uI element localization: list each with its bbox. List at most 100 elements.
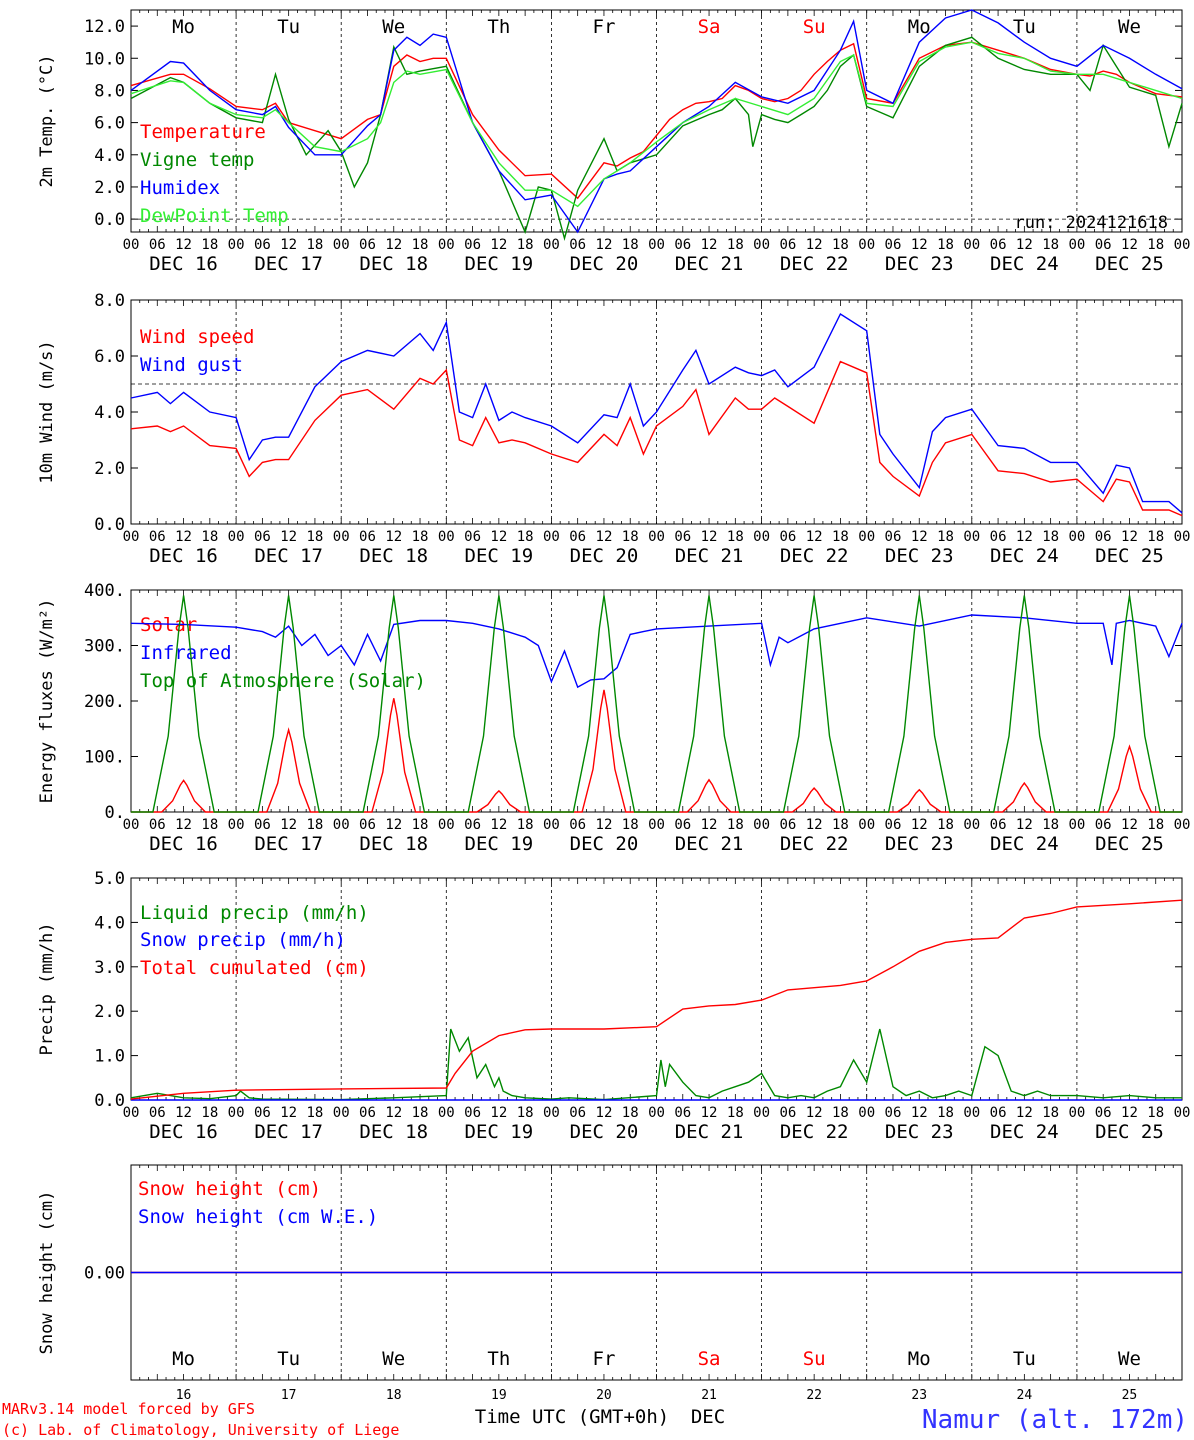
y-tick-label: 300. (84, 637, 125, 657)
y-tick-label: 3.0 (94, 958, 125, 978)
hour-tick-label: 12 (596, 529, 613, 545)
hour-tick-label: 18 (622, 1105, 639, 1121)
legend-entry-3: Humidex (140, 177, 220, 199)
hour-tick-label: 12 (701, 237, 718, 253)
hour-tick-label: 06 (464, 237, 481, 253)
hour-tick-label: 00 (858, 1105, 875, 1121)
y-tick-label: 4.0 (94, 913, 125, 933)
hour-tick-label: 06 (885, 817, 902, 833)
y-tick-label: 0.0 (94, 515, 125, 535)
weekday-label-bottom: Th (487, 1348, 510, 1370)
legend-entry-1: Liquid precip (mm/h) (140, 902, 369, 924)
hour-tick-label: 18 (622, 237, 639, 253)
hour-tick-label: 00 (123, 1105, 140, 1121)
hour-tick-label: 18 (1042, 817, 1059, 833)
hour-tick-label: 12 (280, 237, 297, 253)
hour-tick-label: 18 (201, 237, 218, 253)
y-tick-label: 10.0 (84, 49, 125, 69)
hour-tick-label: 18 (622, 817, 639, 833)
hour-tick-label: 06 (359, 817, 376, 833)
weekday-label-bottom: Tu (1013, 1348, 1036, 1370)
hour-tick-label: 12 (701, 1105, 718, 1121)
hour-tick-label: 06 (990, 1105, 1007, 1121)
hour-tick-label: 18 (1042, 529, 1059, 545)
chart-panel-2: 0.0 2.0 4.0 6.0 8.0 10m Wind (m/s) Wind speed W… (37, 291, 1190, 567)
hour-tick-label: 12 (175, 529, 192, 545)
hour-tick-label: 06 (359, 1105, 376, 1121)
hour-tick-label: 00 (438, 237, 455, 253)
hour-tick-label: 00 (543, 529, 560, 545)
weekday-label-top: Mo (172, 16, 195, 38)
hour-tick-label: 12 (490, 237, 507, 253)
hour-tick-label: 18 (1147, 237, 1164, 253)
day-date-label: DEC 23 (885, 1121, 954, 1143)
hour-tick-label: 00 (543, 817, 560, 833)
day-date-label: DEC 25 (1095, 833, 1164, 855)
y-tick-label: 12.0 (84, 17, 125, 37)
hour-tick-label: 12 (280, 1105, 297, 1121)
day-date-label: DEC 24 (990, 833, 1059, 855)
hour-tick-label: 00 (123, 817, 140, 833)
y-tick-label: 2.0 (94, 178, 125, 198)
hour-tick-label: 00 (1068, 529, 1085, 545)
y-tick-label: 400. (84, 581, 125, 601)
series-line-2 (130, 614, 1183, 689)
hour-tick-label: 12 (175, 817, 192, 833)
hour-tick-label: 18 (306, 237, 323, 253)
hour-tick-label: 06 (1095, 1105, 1112, 1121)
hour-tick-label: 06 (674, 237, 691, 253)
hour-tick-label: 18 (937, 817, 954, 833)
day-number-label: 17 (281, 1388, 297, 1403)
hour-tick-label: 00 (1068, 817, 1085, 833)
hour-tick-label: 00 (648, 1105, 665, 1121)
hour-tick-label: 18 (727, 817, 744, 833)
weekday-header: Mo Tu We Th Fr Sa Su Mo Tu We run: 2024121618 (172, 16, 1168, 233)
hour-tick-label: 12 (280, 529, 297, 545)
hour-tick-label: 18 (517, 1105, 534, 1121)
legend-entry-2: Infrared (140, 642, 232, 664)
series-line-1 (130, 360, 1183, 517)
weekday-label-top: Tu (277, 16, 300, 38)
hour-tick-label: 12 (701, 529, 718, 545)
hour-tick-label: 18 (306, 817, 323, 833)
y-axis-label: 2m Temp. (°C) (37, 54, 57, 187)
hour-tick-label: 00 (1174, 817, 1191, 833)
day-date-label: DEC 20 (570, 1121, 639, 1143)
weekday-label-top: We (1118, 16, 1141, 38)
hour-tick-label: 12 (385, 1105, 402, 1121)
y-tick-label: 8.0 (94, 81, 125, 101)
day-date-label: DEC 17 (254, 545, 323, 567)
y-tick-label: 0.00 (84, 1264, 125, 1284)
legend-entry-1: Solar (140, 614, 197, 636)
weekday-label-top: Mo (908, 16, 931, 38)
hour-tick-label: 00 (333, 817, 350, 833)
x-axis-month: DEC (691, 1406, 725, 1428)
hour-tick-label: 12 (911, 529, 928, 545)
hour-tick-label: 06 (569, 237, 586, 253)
hour-tick-label: 00 (963, 237, 980, 253)
hour-tick-label: 00 (438, 529, 455, 545)
hour-tick-label: 00 (858, 237, 875, 253)
hour-tick-label: 18 (832, 817, 849, 833)
y-tick-label: 1.0 (94, 1047, 125, 1067)
hour-tick-label: 12 (1016, 529, 1033, 545)
hour-tick-label: 00 (858, 529, 875, 545)
day-date-label: DEC 24 (990, 253, 1059, 275)
hour-tick-label: 12 (806, 237, 823, 253)
day-date-label: DEC 25 (1095, 1121, 1164, 1143)
hour-tick-label: 06 (779, 237, 796, 253)
y-tick-label: 6.0 (94, 347, 125, 367)
series-line-1 (130, 1028, 1182, 1101)
hour-tick-label: 12 (911, 817, 928, 833)
legend-entry-3: Total cumulated (cm) (140, 957, 369, 979)
hour-tick-label: 12 (490, 817, 507, 833)
series-line-2 (130, 36, 1183, 242)
y-tick-label: 0.0 (94, 1091, 125, 1111)
hour-tick-label: 12 (385, 529, 402, 545)
hour-tick-label: 18 (412, 237, 429, 253)
hour-tick-label: 00 (1174, 1105, 1191, 1121)
hour-tick-label: 12 (806, 529, 823, 545)
day-date-label: DEC 24 (990, 1121, 1059, 1143)
day-number-label: 20 (596, 1388, 612, 1403)
